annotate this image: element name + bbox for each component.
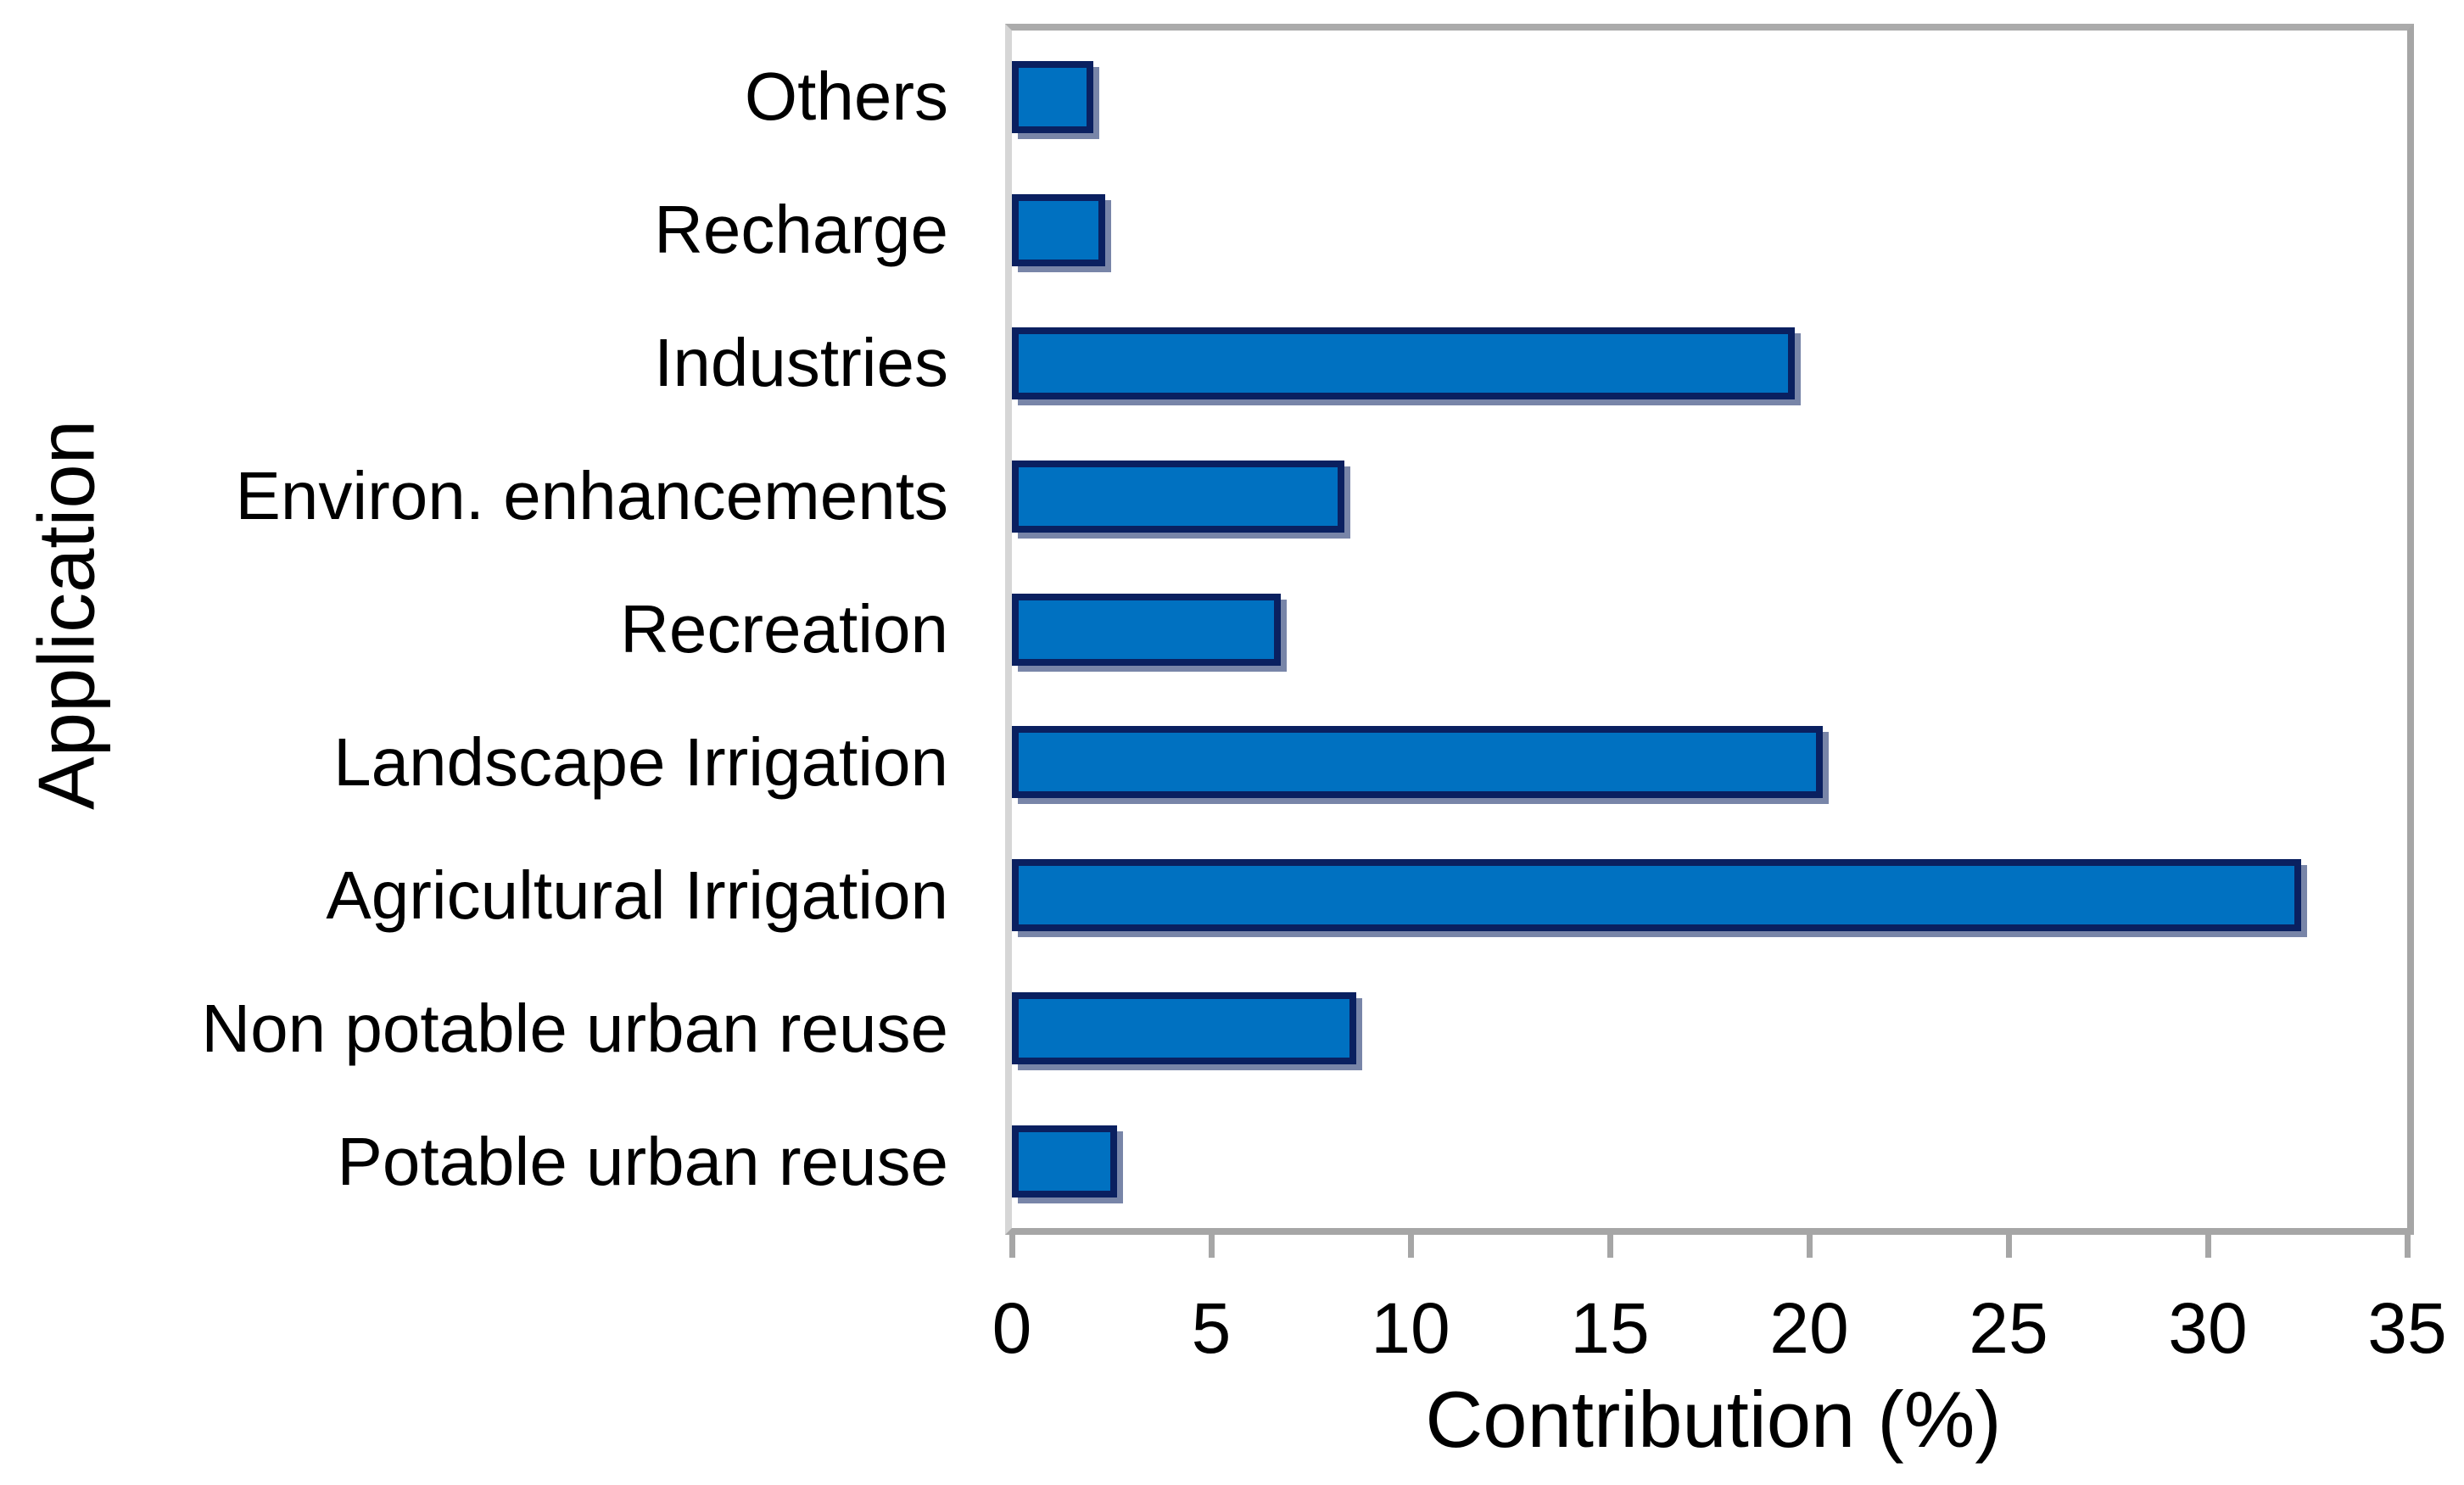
bar-row-recreation bbox=[1012, 563, 2407, 696]
category-label-non-potable-urban-reuse: Non potable urban reuse bbox=[201, 990, 948, 1066]
category-label-others: Others bbox=[744, 59, 948, 135]
bar-potable-urban-reuse bbox=[1012, 1125, 1118, 1198]
bar-others bbox=[1012, 60, 1093, 133]
bar-industries bbox=[1012, 327, 1796, 399]
x-tick-mark-10 bbox=[1407, 1235, 1414, 1258]
x-tick-label-0: 0 bbox=[992, 1288, 1032, 1368]
bar-row-others bbox=[1012, 31, 2407, 164]
x-tick-label-25: 25 bbox=[1969, 1288, 2048, 1368]
x-tick-label-20: 20 bbox=[1769, 1288, 1849, 1368]
bar-row-environ-enhancements bbox=[1012, 430, 2407, 563]
category-label-recharge: Recharge bbox=[654, 192, 948, 268]
x-tick-mark-0 bbox=[1009, 1235, 1015, 1258]
x-tick-mark-5 bbox=[1208, 1235, 1215, 1258]
x-tick-label-30: 30 bbox=[2168, 1288, 2248, 1368]
bar-row-non-potable-urban-reuse bbox=[1012, 962, 2407, 1095]
bar-row-agricultural-irrigation bbox=[1012, 829, 2407, 962]
x-tick-label-5: 5 bbox=[1191, 1288, 1232, 1368]
category-label-recreation: Recreation bbox=[620, 591, 948, 667]
x-tick-mark-15 bbox=[1606, 1235, 1613, 1258]
bar-recharge bbox=[1012, 193, 1105, 266]
bar-row-industries bbox=[1012, 297, 2407, 430]
x-tick-label-15: 15 bbox=[1570, 1288, 1650, 1368]
x-tick-mark-20 bbox=[1806, 1235, 1813, 1258]
x-tick-label-35: 35 bbox=[2367, 1288, 2447, 1368]
bar-landscape-irrigation bbox=[1012, 726, 1823, 799]
bar-rows bbox=[1012, 31, 2407, 1228]
bar-environ-enhancements bbox=[1012, 460, 1344, 533]
x-tick-mark-25 bbox=[2005, 1235, 2012, 1258]
bar-row-recharge bbox=[1012, 164, 2407, 297]
x-tick-mark-35 bbox=[2404, 1235, 2411, 1258]
bar-agricultural-irrigation bbox=[1012, 859, 2301, 932]
bar-non-potable-urban-reuse bbox=[1012, 992, 1357, 1065]
x-tick-mark-30 bbox=[2204, 1235, 2211, 1258]
category-label-landscape-irrigation: Landscape Irrigation bbox=[333, 723, 948, 800]
x-tick-label-10: 10 bbox=[1371, 1288, 1450, 1368]
category-label-potable-urban-reuse: Potable urban reuse bbox=[337, 1123, 948, 1199]
category-label-industries: Industries bbox=[654, 325, 948, 401]
bar-row-landscape-irrigation bbox=[1012, 695, 2407, 829]
bar-recreation bbox=[1012, 593, 1281, 666]
x-axis-title: Contribution (%) bbox=[1425, 1375, 2002, 1464]
category-label-environ-enhancements: Environ. enhancements bbox=[235, 458, 948, 534]
plot-area bbox=[1005, 24, 2414, 1235]
bar-row-potable-urban-reuse bbox=[1012, 1095, 2407, 1228]
category-label-agricultural-irrigation: Agricultural Irrigation bbox=[326, 857, 948, 933]
